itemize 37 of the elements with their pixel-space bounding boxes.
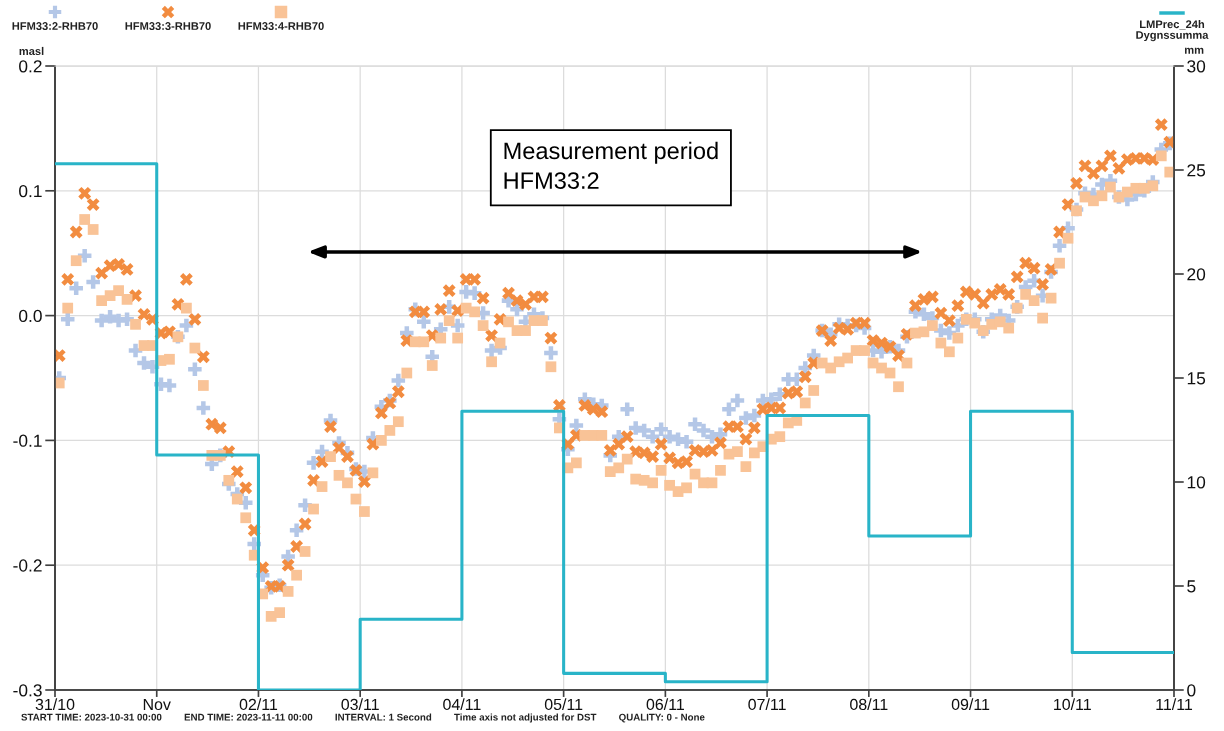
- x-tick-label: 04/11: [443, 698, 481, 711]
- y2-tick-label: 0: [1187, 684, 1196, 697]
- x-tick-label: Nov: [143, 698, 171, 711]
- text: START TIME: 2023-10-31 00:00: [21, 713, 162, 721]
- y2-tick-label: 10: [1187, 476, 1206, 489]
- x-tick-label: 11/11: [1156, 698, 1193, 711]
- y-tick-label: -0.1: [13, 434, 42, 447]
- text: INTERVAL: 1 Second: [335, 713, 432, 721]
- x-tick-label: 03/11: [341, 698, 379, 711]
- y-tick-label: -0.2: [13, 559, 42, 572]
- legend-label: HFM33:2-RHB70: [12, 22, 98, 30]
- y-axis-title: masl: [19, 46, 44, 56]
- x-tick-label: 02/11: [239, 698, 278, 711]
- y2-tick-label: 5: [1187, 580, 1196, 593]
- y2-tick-label: 30: [1187, 60, 1206, 73]
- y2-tick-label: 15: [1187, 372, 1206, 385]
- x-tick-label: 07/11: [748, 698, 786, 711]
- text: END TIME: 2023-11-11 00:00: [184, 713, 313, 721]
- y2-tick-label: 25: [1187, 164, 1206, 177]
- y-tick-label: 0.1: [19, 184, 42, 198]
- x-tick-label: 08/11: [850, 698, 888, 711]
- y-tick-label: 0.0: [19, 309, 42, 323]
- x-tick-label: 31/10: [35, 698, 75, 711]
- x-tick-label: 06/11: [646, 698, 684, 711]
- legend-label: HFM33:4-RHB70: [238, 22, 324, 30]
- annotation: Measurement period HFM33:2: [504, 141, 718, 189]
- y-tick-label: -0.3: [13, 684, 42, 697]
- x-tick-label: 05/11: [544, 698, 583, 711]
- text: QUALITY: 0 - None: [619, 713, 705, 723]
- x-tick-label: 10/11: [1054, 698, 1091, 711]
- y2-tick-label: 20: [1187, 268, 1206, 281]
- y-tick-label: 0.2: [19, 60, 42, 73]
- legend-label: HFM33:3-RHB70: [125, 22, 211, 30]
- x-tick-label: 09/11: [951, 698, 990, 711]
- legend-label: LMPrec_24h Dygnssumma: [1136, 20, 1209, 42]
- text: Time axis not adjusted for DST: [454, 713, 597, 723]
- y2-axis-title: mm: [1184, 47, 1204, 54]
